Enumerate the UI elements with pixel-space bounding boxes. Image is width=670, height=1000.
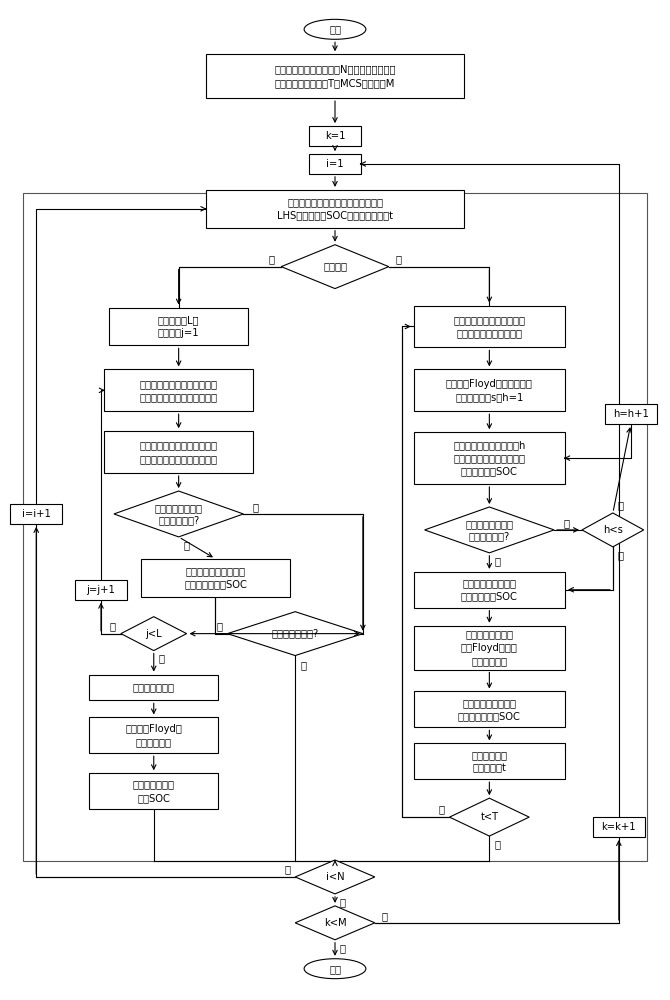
Text: 在目的地节点根据
动态Floyd法重新
确定行驶路径: 在目的地节点根据 动态Floyd法重新 确定行驶路径 (461, 629, 518, 666)
Bar (89, 717, 218, 753)
Text: k<M: k<M (324, 918, 346, 928)
Text: 否: 否 (563, 518, 569, 528)
Text: 根据充电行为模型
判断是否充电?: 根据充电行为模型 判断是否充电? (466, 519, 513, 541)
Bar (413, 306, 565, 347)
Text: 否: 否 (340, 897, 346, 907)
Text: i=1: i=1 (326, 159, 344, 169)
Text: 目的地是否为家?: 目的地是否为家? (271, 629, 319, 639)
Text: 根据最优路径规划法得到最优
路径、行驶里程以及行驶时间: 根据最优路径规划法得到最优 路径、行驶里程以及行驶时间 (139, 441, 218, 464)
Bar (89, 675, 218, 700)
Text: 计算行驶时间及行驶
里程，更新起始SOC: 计算行驶时间及行驶 里程，更新起始SOC (458, 698, 521, 721)
Text: 根据充电行为模型确定
充电模式，更新SOC: 根据充电行为模型确定 充电模式，更新SOC (184, 566, 247, 589)
Bar (413, 691, 565, 727)
Ellipse shape (304, 959, 366, 979)
Text: h=h+1: h=h+1 (613, 409, 649, 419)
Text: j=j+1: j=j+1 (86, 585, 115, 595)
Bar (413, 572, 565, 608)
Polygon shape (295, 906, 375, 940)
Text: 是: 是 (268, 255, 274, 265)
Bar (23, 193, 647, 861)
Text: 私家车？: 私家车？ (323, 262, 347, 272)
Bar (413, 432, 565, 484)
Text: 否: 否 (159, 654, 165, 664)
Text: j<L: j<L (145, 629, 162, 639)
Text: 否: 否 (494, 839, 500, 849)
Polygon shape (227, 612, 363, 656)
Text: 否: 否 (216, 622, 222, 632)
Text: 在居住地充电，
更新SOC: 在居住地充电， 更新SOC (133, 780, 175, 803)
Text: 在目的地节点进行快
充，更新起始SOC: 在目的地节点进行快 充，更新起始SOC (461, 578, 518, 601)
Text: k=1: k=1 (325, 131, 345, 141)
Text: 是: 是 (184, 540, 190, 550)
Ellipse shape (304, 19, 366, 39)
Text: t<T: t<T (480, 812, 498, 822)
Bar (413, 369, 565, 411)
Polygon shape (114, 491, 243, 537)
Text: 计算下一次出
行起始时刻t: 计算下一次出 行起始时刻t (472, 750, 507, 773)
Text: 是: 是 (284, 864, 290, 874)
Bar (309, 154, 361, 174)
Text: 是: 是 (618, 500, 624, 510)
Text: 否: 否 (396, 255, 402, 265)
Bar (141, 559, 290, 597)
Text: 根据转移概率矩阵确定目的地
功能区、节点；抽取停驻时长: 根据转移概率矩阵确定目的地 功能区、节点；抽取停驻时长 (139, 379, 218, 402)
Polygon shape (425, 507, 554, 553)
Polygon shape (295, 860, 375, 894)
Text: 根据动态Floyd法得到出行路
径以及路段数s；h=1: 根据动态Floyd法得到出行路 径以及路段数s；h=1 (446, 379, 533, 402)
Text: 是: 是 (382, 911, 388, 921)
Bar (75, 580, 127, 600)
Text: k=k+1: k=k+1 (602, 822, 636, 832)
Text: 根据动态Floyd法
确定出行路径: 根据动态Floyd法 确定出行路径 (125, 724, 182, 747)
Text: 根据路阻函数模型计算第h
个路段的行驶时间、行驶里
程，更新剩余SOC: 根据路阻函数模型计算第h 个路段的行驶时间、行驶里 程，更新剩余SOC (453, 440, 525, 476)
Text: i<N: i<N (326, 872, 344, 882)
Text: 随机抽取起始功能区以及起始节点，
LHS法抽取起始SOC、起始出行时刻t: 随机抽取起始功能区以及起始节点， LHS法抽取起始SOC、起始出行时刻t (277, 197, 393, 220)
Text: 结束: 结束 (329, 964, 341, 974)
Bar (593, 817, 645, 837)
Text: 是: 是 (300, 661, 306, 671)
Bar (206, 54, 464, 98)
Text: 否: 否 (253, 502, 259, 512)
Text: 是: 是 (494, 556, 500, 566)
Text: 开始: 开始 (329, 24, 341, 34)
Bar (206, 190, 464, 228)
Bar (605, 404, 657, 424)
Bar (104, 369, 253, 411)
Text: 否: 否 (618, 550, 624, 560)
Polygon shape (281, 245, 389, 289)
Bar (104, 431, 253, 473)
Text: 是: 是 (110, 622, 116, 632)
Polygon shape (121, 617, 187, 651)
Text: 根据充电行为模型
判断是否充电?: 根据充电行为模型 判断是否充电? (155, 503, 202, 525)
Text: i=i+1: i=i+1 (22, 509, 51, 519)
Bar (413, 743, 565, 779)
Text: 设置目的地为家: 设置目的地为家 (133, 682, 175, 692)
Bar (309, 126, 361, 146)
Text: h<s: h<s (603, 525, 623, 535)
Bar (109, 308, 249, 345)
Text: 否: 否 (340, 943, 346, 953)
Polygon shape (450, 798, 529, 836)
Text: 是: 是 (439, 804, 445, 814)
Polygon shape (582, 513, 644, 547)
Text: 出行链长度L，
初始长度j=1: 出行链长度L， 初始长度j=1 (158, 315, 200, 338)
Text: 输入电动汽车类型、数量N、电池容量、单位
公里能耗、仿真时刻T，MCS仿真次数M: 输入电动汽车类型、数量N、电池容量、单位 公里能耗、仿真时刻T，MCS仿真次数M (274, 65, 396, 88)
Bar (89, 773, 218, 809)
Text: 根据转移概率矩阵确定目的
地功能区以及目的地节点: 根据转移概率矩阵确定目的 地功能区以及目的地节点 (454, 315, 525, 338)
Bar (413, 626, 565, 670)
Bar (10, 504, 62, 524)
